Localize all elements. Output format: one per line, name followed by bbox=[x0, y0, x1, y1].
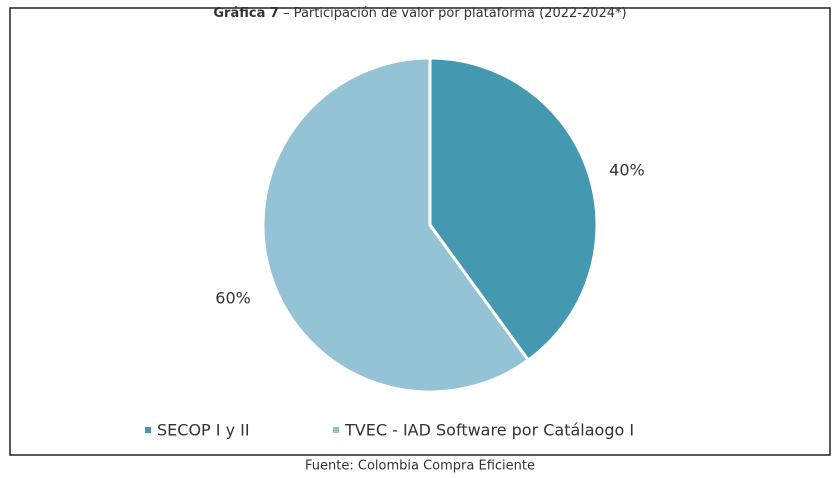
data-label: 60% bbox=[215, 288, 251, 307]
title-label: Gráfica 7 bbox=[213, 6, 279, 21]
source: Fuente: Colombia Compra Eficiente bbox=[305, 459, 535, 474]
legend-label: TVEC - IAD Software por Catálaogo I bbox=[344, 421, 634, 440]
data-label: 40% bbox=[609, 161, 645, 180]
pie-slice bbox=[428, 56, 599, 363]
title-text: – Participación de valor por plataforma … bbox=[283, 6, 627, 21]
legend-label: SECOP I y II bbox=[157, 421, 250, 440]
chart-title: Gráfica 7 – Participación de valor por p… bbox=[213, 6, 626, 21]
pie-slice bbox=[261, 56, 531, 394]
legend-swatch bbox=[145, 427, 151, 433]
legend-swatch bbox=[333, 427, 339, 433]
